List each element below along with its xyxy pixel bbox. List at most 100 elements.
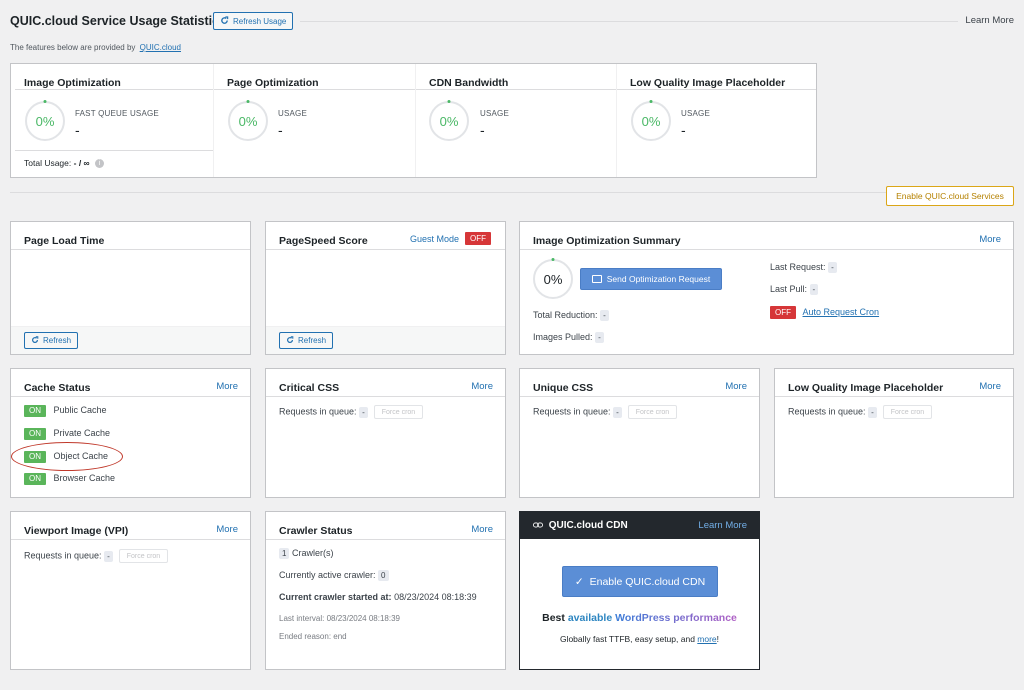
queue-row: Requests in queue: - Force cron bbox=[533, 405, 678, 419]
panel-title: Viewport Image (VPI) bbox=[24, 525, 129, 537]
cdn-learn-more-link[interactable]: Learn More bbox=[698, 520, 747, 531]
quic-cdn-panel: QUIC.cloud CDN Learn More ✓ Enable QUIC.… bbox=[519, 511, 760, 670]
usage-label: USAGE bbox=[278, 109, 308, 118]
refresh-icon bbox=[220, 15, 229, 27]
crawler-status-panel: Crawler Status More 1 Crawler(s) Current… bbox=[265, 511, 506, 670]
summary-percent-circle: 0% bbox=[533, 258, 573, 299]
images-pulled: Images Pulled: - bbox=[533, 332, 604, 344]
cache-item-browser: ON Browser Cache bbox=[24, 473, 115, 485]
active-crawler: Currently active crawler: 0 bbox=[279, 570, 389, 582]
usage-percent-circle: 0% bbox=[429, 100, 469, 141]
usage-label: USAGE bbox=[480, 109, 510, 118]
refresh-icon bbox=[31, 335, 39, 346]
cdn-header bbox=[520, 512, 759, 539]
usage-page-optimization: Page Optimization 0% USAGE - bbox=[213, 64, 415, 177]
force-cron-button[interactable]: Force cron bbox=[882, 405, 933, 419]
refresh-usage-label: Refresh Usage bbox=[233, 16, 287, 26]
subtitle-text: The features below are provided by bbox=[10, 43, 136, 52]
usage-title: CDN Bandwidth bbox=[429, 77, 509, 89]
more-link[interactable]: More bbox=[471, 381, 493, 392]
force-cron-button[interactable]: Force cron bbox=[627, 405, 678, 419]
panel-title: Critical CSS bbox=[279, 382, 340, 394]
critical-css-panel: Critical CSS More Requests in queue: - Fo… bbox=[265, 368, 506, 498]
cdn-more-link[interactable]: more bbox=[697, 634, 717, 644]
usage-percent-circle: 0% bbox=[25, 100, 65, 141]
last-pull: Last Pull: - bbox=[770, 284, 819, 296]
cache-item-private: ON Private Cache bbox=[24, 428, 110, 440]
more-link[interactable]: More bbox=[471, 524, 493, 535]
cdn-description: Globally fast TTFB, easy setup, and more… bbox=[559, 634, 720, 644]
queue-row: Requests in queue: - Force cron bbox=[788, 405, 933, 419]
cdn-title: QUIC.cloud CDN bbox=[533, 520, 628, 531]
usage-lqip: Low Quality Image Placeholder 0% USAGE - bbox=[616, 64, 816, 177]
last-interval: Last interval: 08/23/2024 08:18:39 bbox=[279, 614, 400, 623]
crawler-count: 1 Crawler(s) bbox=[279, 548, 333, 560]
last-request: Last Request: - bbox=[770, 262, 837, 274]
more-link[interactable]: More bbox=[216, 524, 238, 535]
send-icon bbox=[591, 275, 602, 283]
refresh-usage-button[interactable]: Refresh Usage bbox=[213, 12, 294, 30]
usage-label: FAST QUEUE USAGE bbox=[75, 109, 159, 118]
guest-mode-toggle[interactable]: OFF bbox=[465, 232, 491, 245]
usage-cdn-bandwidth: CDN Bandwidth 0% USAGE - bbox=[415, 64, 616, 177]
usage-image-optimization: Image Optimization 0% FAST QUEUE USAGE -… bbox=[11, 64, 213, 177]
more-link[interactable]: More bbox=[979, 381, 1001, 392]
auto-request-cron: OFF Auto Request Cron bbox=[770, 306, 879, 319]
queue-row: Requests in queue: - Force cron bbox=[24, 549, 169, 563]
image-optimization-summary-panel: Image Optimization Summary More 0% Send … bbox=[519, 221, 1014, 355]
ended-reason: Ended reason: end bbox=[279, 632, 347, 641]
usage-panel: Image Optimization 0% FAST QUEUE USAGE -… bbox=[10, 63, 817, 178]
queue-row: Requests in queue: - Force cron bbox=[279, 405, 424, 419]
crawler-started: Current crawler started at: 08/23/2024 0… bbox=[279, 592, 477, 602]
usage-value: - bbox=[75, 122, 80, 138]
total-usage: Total Usage: - / ∞ i bbox=[24, 158, 104, 169]
panel-title: Page Load Time bbox=[24, 235, 105, 247]
enable-cdn-button[interactable]: ✓ Enable QUIC.cloud CDN bbox=[562, 566, 718, 597]
unique-css-panel: Unique CSS More Requests in queue: - Forc… bbox=[519, 368, 760, 498]
refresh-icon bbox=[286, 335, 294, 346]
panel-title: Crawler Status bbox=[279, 525, 353, 537]
panel-title: Image Optimization Summary bbox=[533, 235, 681, 247]
cdn-tagline: Best available WordPress performance bbox=[542, 612, 737, 624]
usage-title: Image Optimization bbox=[24, 77, 121, 89]
quic-cloud-link[interactable]: QUIC.cloud bbox=[139, 43, 181, 52]
enable-services-button[interactable]: Enable QUIC.cloud Services bbox=[886, 186, 1014, 206]
more-link[interactable]: More bbox=[979, 234, 1001, 245]
total-reduction: Total Reduction: - bbox=[533, 310, 609, 322]
force-cron-button[interactable]: Force cron bbox=[373, 405, 424, 419]
usage-value: - bbox=[278, 122, 283, 138]
subtitle: The features below are provided by QUIC.… bbox=[10, 43, 181, 52]
object-cache-highlight-ellipse bbox=[11, 442, 123, 471]
cache-status-panel: Cache Status More ON Public Cache ON Pri… bbox=[10, 368, 251, 498]
pagespeed-panel: PageSpeed Score Guest Mode OFF Refresh bbox=[265, 221, 506, 355]
panel-title: PageSpeed Score bbox=[279, 235, 368, 247]
usage-label: USAGE bbox=[681, 109, 711, 118]
usage-percent-circle: 0% bbox=[228, 100, 268, 141]
info-icon[interactable]: i bbox=[94, 159, 104, 169]
page-load-refresh-button[interactable]: Refresh bbox=[24, 332, 79, 349]
usage-value: - bbox=[681, 122, 686, 138]
usage-title: Low Quality Image Placeholder bbox=[630, 77, 786, 89]
link-icon bbox=[533, 520, 543, 531]
auto-cron-toggle[interactable]: OFF bbox=[770, 306, 796, 319]
usage-title: Page Optimization bbox=[227, 77, 319, 89]
page-title: QUIC.cloud Service Usage Statistics bbox=[10, 14, 227, 28]
section-divider bbox=[10, 192, 1014, 193]
more-link[interactable]: More bbox=[216, 381, 238, 392]
force-cron-button[interactable]: Force cron bbox=[118, 549, 169, 563]
usage-value: - bbox=[480, 122, 485, 138]
page-load-time-panel: Page Load Time Refresh bbox=[10, 221, 251, 355]
header-divider bbox=[300, 21, 958, 22]
learn-more-link[interactable]: Learn More bbox=[965, 15, 1014, 26]
send-optimization-button[interactable]: Send Optimization Request bbox=[580, 268, 722, 290]
lqip-panel: Low Quality Image Placeholder More Reque… bbox=[774, 368, 1014, 498]
vpi-panel: Viewport Image (VPI) More Requests in qu… bbox=[10, 511, 251, 670]
panel-title: Cache Status bbox=[24, 382, 91, 394]
panel-title: Low Quality Image Placeholder bbox=[788, 382, 944, 394]
auto-cron-link[interactable]: Auto Request Cron bbox=[802, 307, 880, 317]
guest-mode-link[interactable]: Guest Mode bbox=[410, 234, 460, 244]
pagespeed-refresh-button[interactable]: Refresh bbox=[279, 332, 334, 349]
check-icon: ✓ bbox=[574, 575, 584, 588]
more-link[interactable]: More bbox=[725, 381, 747, 392]
panel-title: Unique CSS bbox=[533, 382, 594, 394]
